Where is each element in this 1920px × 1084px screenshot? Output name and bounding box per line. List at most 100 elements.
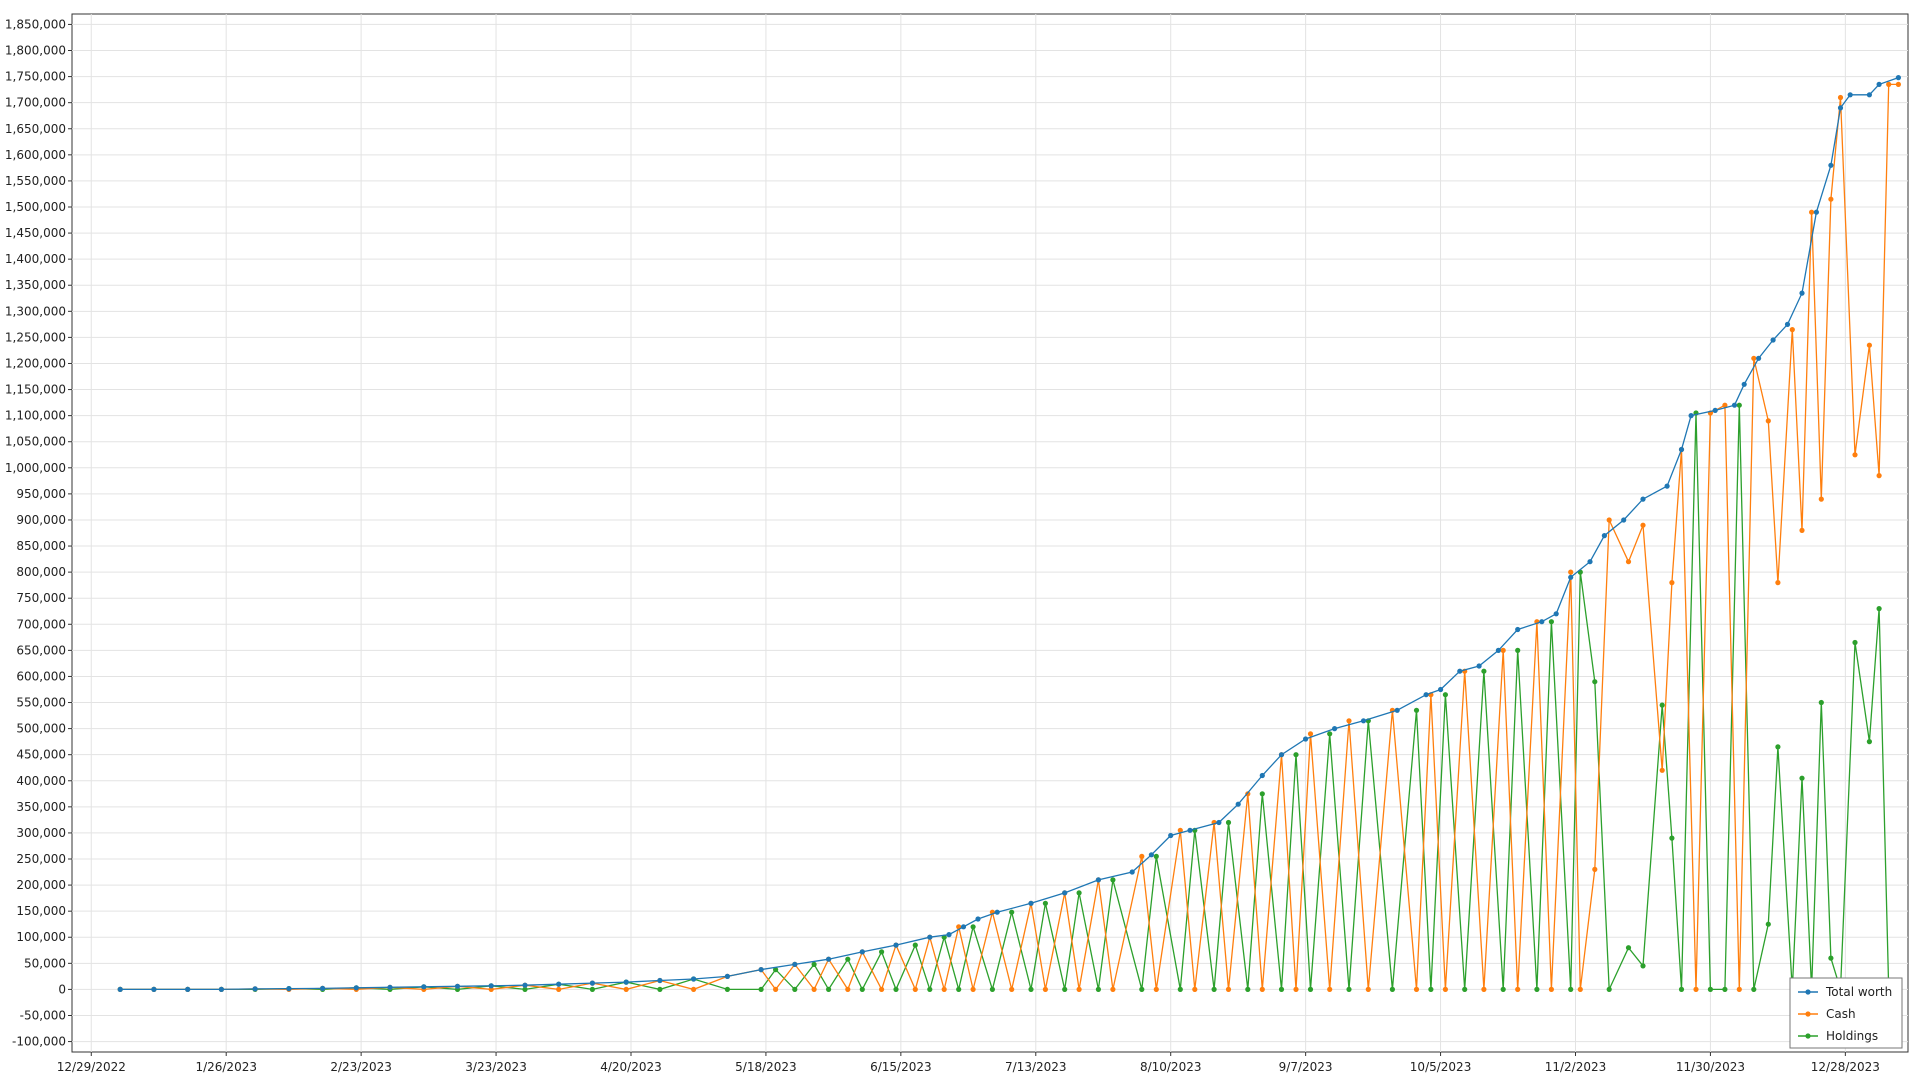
data-point-holdings (1293, 752, 1299, 758)
data-point-cash (1837, 94, 1844, 101)
data-point-holdings (792, 986, 798, 993)
data-point-holdings (912, 942, 918, 948)
y-tick-label: 650,000 (16, 643, 66, 657)
data-point-holdings (1592, 679, 1598, 685)
x-tick-label: 5/18/2023 (735, 1060, 797, 1074)
y-tick-label: 1,400,000 (5, 252, 66, 266)
data-point-total-worth (1394, 707, 1400, 713)
legend-item-holdings: Holdings (1798, 1029, 1878, 1043)
data-point-holdings (1076, 890, 1082, 896)
data-point-cash (773, 986, 779, 993)
data-point-total-worth (657, 977, 663, 984)
y-tick-label: 900,000 (16, 513, 66, 527)
data-point-cash (1606, 517, 1612, 523)
x-tick-label: 11/2/2023 (1545, 1060, 1607, 1074)
data-point-total-worth (691, 976, 697, 982)
series-line-cash (120, 83, 1899, 992)
data-point-cash (1640, 522, 1646, 528)
legend-item-total-worth: Total worth (1798, 985, 1892, 999)
x-tick-label: 10/5/2023 (1410, 1060, 1472, 1074)
data-point-total-worth (1129, 869, 1135, 875)
data-point-cash (1818, 496, 1824, 502)
y-tick-label: -100,000 (12, 1035, 66, 1049)
data-point-total-worth (960, 924, 967, 930)
y-tick-label: 550,000 (16, 696, 66, 710)
data-point-total-worth (1028, 900, 1034, 906)
data-point-cash (1413, 986, 1420, 993)
y-tick-label: 1,100,000 (5, 409, 66, 423)
data-point-cash (1866, 342, 1872, 348)
data-point-total-worth (1712, 407, 1718, 413)
data-point-holdings (1866, 739, 1872, 745)
data-point-holdings (1751, 986, 1757, 993)
data-point-holdings (893, 986, 899, 993)
data-point-total-worth (1837, 105, 1844, 111)
data-point-cash (879, 986, 885, 993)
data-point-cash (1886, 81, 1892, 87)
y-tick-label: 950,000 (16, 487, 66, 501)
data-point-total-worth (1259, 772, 1265, 779)
data-point-total-worth (1799, 290, 1805, 296)
data-point-total-worth (1664, 483, 1670, 489)
data-point-holdings (1669, 835, 1675, 841)
data-point-cash (1852, 452, 1858, 458)
data-point-total-worth (1770, 337, 1776, 343)
data-point-holdings (773, 967, 779, 973)
y-tick-label: 1,550,000 (5, 174, 66, 188)
data-point-total-worth (1278, 752, 1285, 758)
data-point-holdings (859, 986, 865, 993)
data-point-holdings (811, 961, 817, 968)
data-point-holdings (522, 986, 528, 993)
data-point-holdings (845, 956, 851, 962)
data-point-total-worth (1095, 877, 1101, 883)
data-point-holdings (1659, 702, 1665, 708)
data-point-total-worth (151, 986, 157, 993)
data-point-total-worth (1515, 626, 1521, 633)
data-point-holdings (1606, 986, 1612, 993)
data-point-cash (1809, 209, 1815, 215)
y-tick-label: -50,000 (20, 1008, 66, 1022)
data-point-total-worth (1621, 517, 1627, 523)
data-point-holdings (1515, 647, 1521, 654)
data-point-total-worth (1688, 413, 1694, 419)
data-point-cash (1307, 731, 1314, 737)
y-tick-label: 350,000 (16, 800, 66, 814)
data-point-cash (1293, 986, 1299, 993)
data-point-holdings (1177, 986, 1183, 993)
data-point-cash (1736, 986, 1742, 993)
data-point-total-worth (1895, 75, 1901, 81)
data-point-total-worth (1332, 726, 1338, 732)
data-point-holdings (1548, 619, 1554, 625)
x-tick-label: 3/23/2023 (465, 1060, 527, 1074)
data-point-total-worth (1303, 736, 1309, 742)
data-point-total-worth (1187, 827, 1193, 833)
data-point-holdings (758, 986, 764, 993)
y-tick-label: 400,000 (16, 774, 66, 788)
data-point-total-worth (185, 986, 191, 993)
y-tick-label: 0 (58, 982, 66, 996)
data-point-holdings (1153, 853, 1159, 860)
data-point-total-worth (826, 956, 832, 962)
data-point-total-worth (556, 981, 562, 987)
data-point-total-worth (792, 961, 798, 968)
x-tick-label: 4/20/2023 (600, 1060, 662, 1074)
data-point-total-worth (1741, 381, 1747, 387)
data-point-cash (1481, 986, 1487, 993)
data-point-cash (1669, 580, 1675, 586)
plot-area (71, 13, 1909, 1053)
data-point-holdings (1818, 699, 1824, 706)
data-point-holdings (1678, 986, 1685, 993)
data-point-cash (1365, 986, 1371, 993)
data-point-holdings (927, 986, 933, 993)
data-point-cash (556, 986, 562, 993)
axis-layer: -100,000 -50,000 0 50,000 100,000 150,000 200,… (5, 17, 1880, 1074)
data-point-holdings (657, 986, 663, 993)
y-tick-label: 50,000 (24, 956, 66, 970)
data-point-holdings (724, 986, 731, 993)
x-tick-label: 11/30/2023 (1676, 1060, 1745, 1074)
series-line-total-worth (120, 76, 1899, 991)
data-point-holdings (1139, 986, 1145, 993)
y-tick-label: 1,450,000 (5, 226, 66, 240)
data-point-total-worth (421, 984, 427, 990)
